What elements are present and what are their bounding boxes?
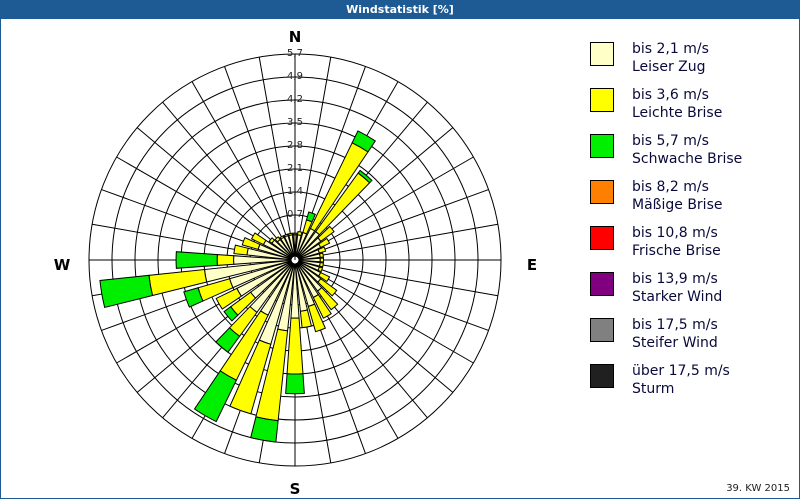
legend-desc: Leiser Zug xyxy=(632,59,706,75)
grid-spoke xyxy=(302,66,366,240)
grid-spoke xyxy=(136,127,279,247)
legend-swatch xyxy=(590,180,614,204)
wind-bar-segment xyxy=(241,237,261,251)
legend-label: bis 3,6 m/s Leichte Brise xyxy=(632,86,722,122)
wind-bar-segment xyxy=(193,370,238,423)
wind-bar-segment xyxy=(318,252,324,258)
wind-bar-segment xyxy=(250,416,279,443)
compass-label-n: N xyxy=(289,28,302,46)
grid-spoke xyxy=(191,81,285,242)
wind-bar-segment xyxy=(99,274,154,309)
wind-bar-segment xyxy=(317,225,335,242)
legend-swatch xyxy=(590,226,614,250)
chart-title: Windstatistik [%] xyxy=(0,0,800,19)
legend-speed: bis 8,2 m/s xyxy=(632,179,709,195)
wind-bar-segment xyxy=(175,251,218,269)
wind-bar-segment xyxy=(274,236,281,243)
wind-bar-segment xyxy=(183,287,204,308)
legend-label: bis 13,9 m/s Starker Wind xyxy=(632,270,722,306)
wind-bar-segment xyxy=(285,373,305,395)
wind-bar-segment xyxy=(287,232,293,237)
wind-bar-segment xyxy=(215,287,243,310)
wind-bar-segment xyxy=(299,309,313,329)
grid-spoke xyxy=(162,101,282,244)
grid-spoke xyxy=(313,156,474,250)
grid-spoke xyxy=(258,57,292,239)
grid-spoke xyxy=(311,273,454,393)
wind-bar-segment xyxy=(318,262,324,268)
legend-swatch xyxy=(590,364,614,388)
wind-bar-segment xyxy=(215,327,241,353)
radial-tick-label: 5,7 xyxy=(287,48,303,59)
wind-bar-segment xyxy=(317,266,324,273)
legend-label: bis 17,5 m/s Steifer Wind xyxy=(632,316,718,352)
wind-bar-segment xyxy=(233,244,249,256)
wind-bar-segment xyxy=(317,237,331,249)
legend-desc: Sturm xyxy=(632,381,675,397)
grid-spoke xyxy=(316,223,498,257)
legend-desc: Steifer Wind xyxy=(632,335,718,351)
legend-speed: bis 13,9 m/s xyxy=(632,271,718,287)
legend-swatch xyxy=(590,318,614,342)
wind-bar-segment xyxy=(223,306,239,322)
legend-swatch xyxy=(590,42,614,66)
grid-spoke xyxy=(298,57,332,239)
compass-label-e: E xyxy=(527,256,537,274)
wind-bar-segment xyxy=(229,339,272,415)
wind-bar-segment xyxy=(316,286,339,311)
legend-desc: Starker Wind xyxy=(632,289,723,305)
wind-bar-segment xyxy=(286,317,304,375)
legend-speed: bis 3,6 m/s xyxy=(632,87,709,103)
legend-desc: Frische Brise xyxy=(632,243,721,259)
wind-bar-segment xyxy=(283,233,289,238)
grid-spoke xyxy=(311,127,454,247)
compass-label-s: S xyxy=(290,480,301,498)
legend-desc: Mäßige Brise xyxy=(632,197,723,213)
wind-bar-segment xyxy=(216,254,235,266)
wind-bar-segment xyxy=(250,232,267,246)
wind-bar-segment xyxy=(297,231,303,237)
legend-speed: über 17,5 m/s xyxy=(632,363,730,379)
wind-bar-segment xyxy=(305,211,316,223)
legend-desc: Leichte Brise xyxy=(632,105,723,121)
legend-swatch xyxy=(590,134,614,158)
legend-label: bis 10,8 m/s Frische Brise xyxy=(632,224,721,260)
legend-speed: bis 2,1 m/s xyxy=(632,41,709,57)
week-label: 39. KW 2015 xyxy=(726,483,790,494)
wind-bar-segment xyxy=(279,235,285,240)
grid-spoke xyxy=(224,66,288,240)
wind-bar-segment xyxy=(317,246,327,254)
legend-desc: Schwache Brise xyxy=(632,151,743,167)
wind-bar-segment xyxy=(317,271,331,283)
legend-swatch xyxy=(590,272,614,296)
wind-bar-segment xyxy=(307,303,326,333)
legend-label: bis 8,2 m/s Mäßige Brise xyxy=(632,178,722,214)
legend-speed: bis 17,5 m/s xyxy=(632,317,718,333)
legend-swatch xyxy=(590,88,614,112)
legend-speed: bis 5,7 m/s xyxy=(632,133,709,149)
legend-label: über 17,5 m/s Sturm xyxy=(632,362,730,398)
wind-bar-segment xyxy=(312,293,332,319)
grid-spoke xyxy=(316,263,498,297)
legend-speed: bis 10,8 m/s xyxy=(632,225,718,241)
wind-bar-segment xyxy=(319,257,325,263)
wind-bar-segment xyxy=(268,237,276,244)
wind-bar-segment xyxy=(317,278,338,297)
grid-spoke xyxy=(315,267,489,331)
grid-spoke xyxy=(116,156,277,250)
compass-label-w: W xyxy=(54,256,71,274)
grid-spoke xyxy=(315,189,489,253)
grid-spoke xyxy=(313,270,474,364)
wind-bar-segment xyxy=(357,169,373,184)
wind-bar-segment xyxy=(351,130,376,153)
legend-label: bis 5,7 m/s Schwache Brise xyxy=(632,132,742,168)
legend-label: bis 2,1 m/s Leiser Zug xyxy=(632,40,709,76)
